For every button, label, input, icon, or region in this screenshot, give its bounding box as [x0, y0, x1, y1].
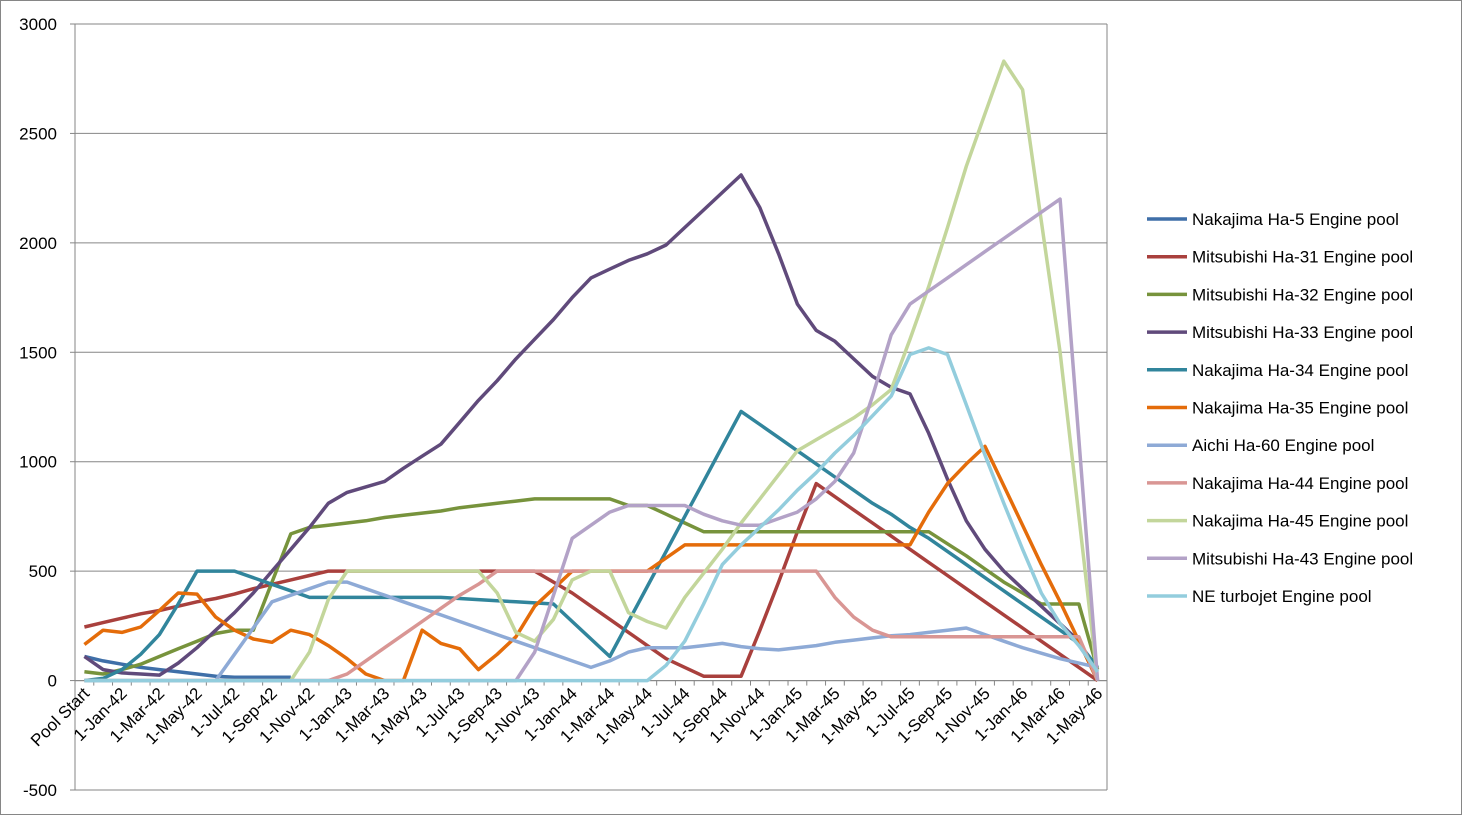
y-tick-label: 1000 [19, 453, 57, 472]
y-tick-label: 2500 [19, 124, 57, 143]
legend-label: Mitsubishi Ha-32 Engine pool [1192, 285, 1413, 304]
y-tick-label: -500 [23, 781, 57, 800]
y-tick-label: 1500 [19, 343, 57, 362]
legend-label: Mitsubishi Ha-43 Engine pool [1192, 549, 1413, 568]
series-line [84, 580, 1098, 683]
legend-label: Nakajima Ha-45 Engine pool [1192, 512, 1408, 531]
series-line [83, 654, 291, 680]
legend-label: Nakajima Ha-44 Engine pool [1192, 474, 1408, 493]
series-line [84, 409, 1099, 683]
y-tick-label: 0 [48, 672, 57, 691]
series-line [84, 346, 1100, 683]
legend-label: Mitsubishi Ha-31 Engine pool [1192, 248, 1413, 267]
series-line [83, 481, 1099, 683]
series-line [83, 173, 1100, 682]
legend-label: Aichi Ha-60 Engine pool [1192, 436, 1374, 455]
y-tick-label: 2000 [19, 234, 57, 253]
legend-label: Nakajima Ha-34 Engine pool [1192, 361, 1408, 380]
y-tick-label: 3000 [19, 15, 57, 34]
y-tick-label: 500 [29, 562, 57, 581]
legend-label: Nakajima Ha-35 Engine pool [1192, 399, 1408, 418]
legend-label: NE turbojet Engine pool [1192, 587, 1372, 606]
legend-label: Mitsubishi Ha-33 Engine pool [1192, 323, 1413, 342]
legend-label: Nakajima Ha-5 Engine pool [1192, 210, 1399, 229]
